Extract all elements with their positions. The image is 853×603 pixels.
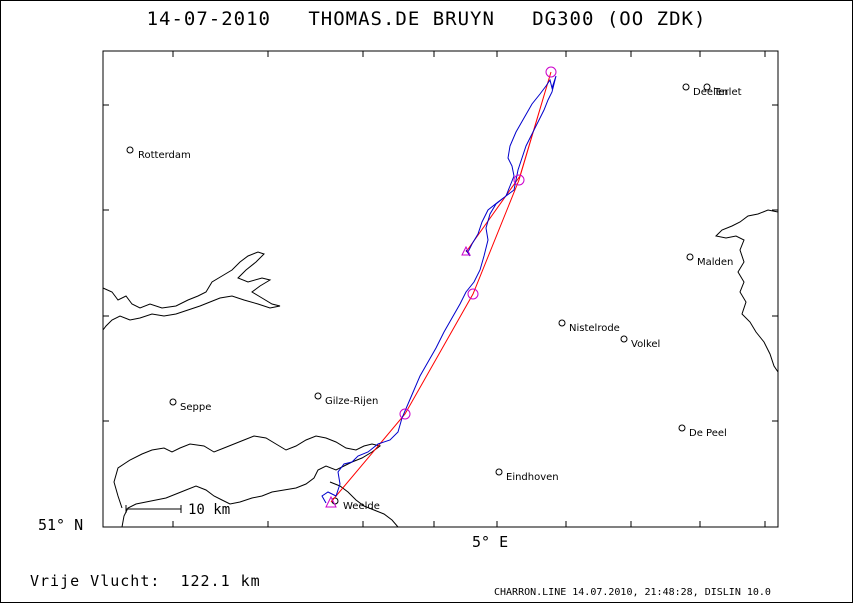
pilot-name: THOMAS.DE BRUYN bbox=[308, 8, 495, 30]
marker-rotterdam bbox=[126, 146, 134, 154]
task-line bbox=[330, 71, 552, 503]
distance-value: 122.1 km bbox=[180, 572, 261, 590]
place-markers bbox=[126, 83, 711, 505]
turnpoint-1 bbox=[545, 66, 557, 78]
distance-readout: Vrije Vlucht: 122.1 km bbox=[30, 572, 261, 590]
label-eindhoven: Eindhoven bbox=[506, 472, 559, 483]
label-terlet: Terlet bbox=[713, 87, 742, 98]
plot-frame bbox=[102, 50, 779, 528]
label-nistelrode: Nistelrode bbox=[569, 323, 620, 334]
label-rotterdam: Rotterdam bbox=[138, 150, 191, 161]
place-labels: Rotterdam Deelen Terlet Malden Nistelrod… bbox=[138, 87, 742, 512]
marker-malden bbox=[686, 253, 694, 261]
marker-eindhoven bbox=[495, 468, 503, 476]
marker-seppe bbox=[169, 398, 177, 406]
start-triangle bbox=[325, 495, 337, 508]
coast-south bbox=[113, 435, 382, 528]
flight-title: 14-07-2010 THOMAS.DE BRUYN DG300 (OO ZDK… bbox=[0, 8, 853, 30]
marker-terlet bbox=[703, 83, 711, 91]
coast-east bbox=[714, 209, 779, 373]
distance-label: Vrije Vlucht: bbox=[30, 572, 161, 590]
label-weelde: Weelde bbox=[343, 501, 380, 512]
turnpoint-4 bbox=[399, 408, 411, 420]
label-volkel: Volkel bbox=[631, 339, 660, 350]
longitude-label: 5° E bbox=[472, 533, 509, 551]
coastlines bbox=[102, 209, 779, 528]
glider-name: DG300 (OO ZDK) bbox=[532, 8, 707, 30]
flight-date: 14-07-2010 bbox=[146, 8, 271, 30]
label-de-peel: De Peel bbox=[689, 428, 727, 439]
scale-bar bbox=[125, 505, 182, 513]
label-gilze-rijen: Gilze-Rijen bbox=[325, 396, 378, 407]
label-malden: Malden bbox=[697, 257, 733, 268]
marker-nistelrode bbox=[558, 319, 566, 327]
marker-de-peel bbox=[678, 424, 686, 432]
label-deelen: Deelen bbox=[693, 87, 728, 98]
label-seppe: Seppe bbox=[180, 402, 211, 413]
footer-info: CHARRON.LINE 14.07.2010, 21:48:28, DISLI… bbox=[494, 587, 771, 598]
turnpoint-2 bbox=[513, 174, 525, 186]
marker-gilze-rijen bbox=[314, 392, 322, 400]
axis-ticks bbox=[103, 51, 778, 527]
turnpoints bbox=[325, 66, 557, 508]
latitude-label: 51° N bbox=[38, 516, 84, 534]
estuary-north bbox=[102, 251, 281, 331]
marker-deelen bbox=[682, 83, 690, 91]
scale-bar-label: 10 km bbox=[188, 502, 230, 518]
marker-volkel bbox=[620, 335, 628, 343]
finish-triangle bbox=[461, 245, 471, 256]
flight-track bbox=[321, 75, 557, 504]
turnpoint-3 bbox=[467, 288, 479, 300]
